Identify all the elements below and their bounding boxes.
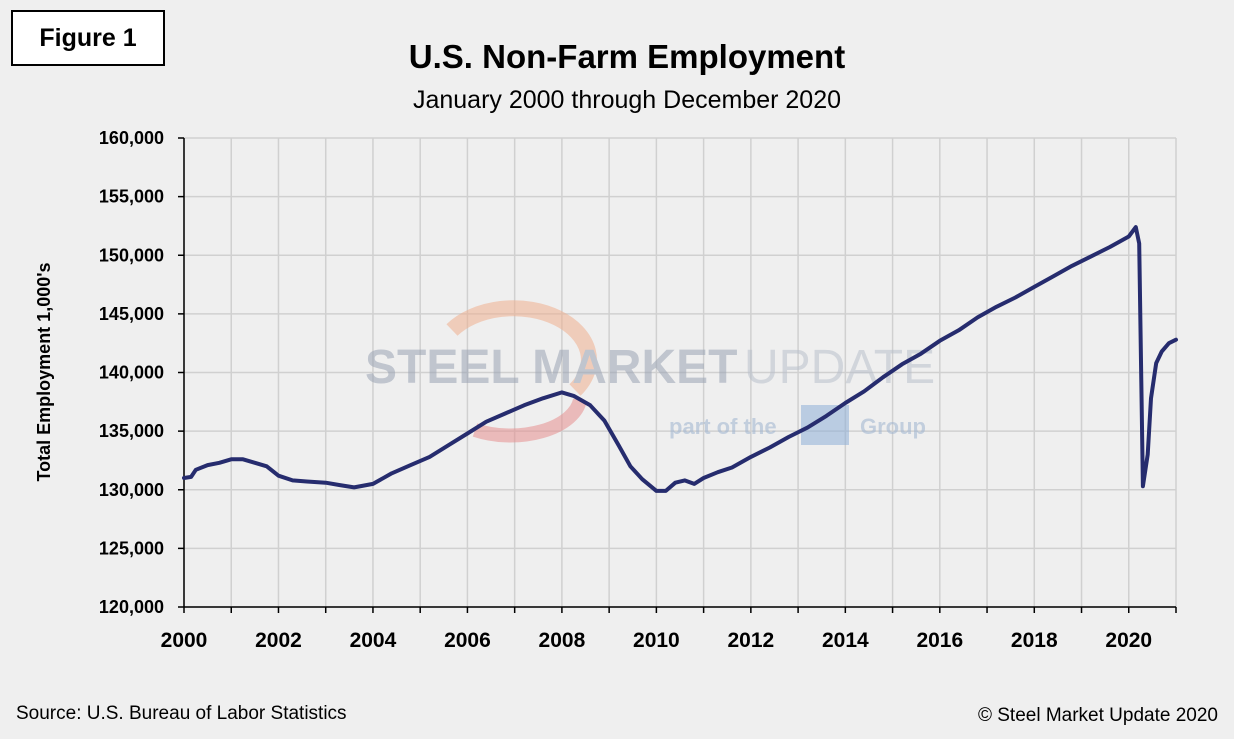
watermark-tagline-right: Group — [860, 414, 926, 439]
y-tick-label: 130,000 — [99, 480, 164, 500]
y-tick-label: 145,000 — [99, 304, 164, 324]
x-tick-label: 2000 — [161, 629, 208, 652]
x-tick-label: 2002 — [255, 629, 302, 652]
x-tick-label: 2010 — [633, 629, 680, 652]
watermark-brand-1: STEEL MARKET — [365, 341, 737, 394]
y-axis-label: Total Employment 1,000's — [34, 262, 54, 481]
y-tick-label: 135,000 — [99, 421, 164, 441]
watermark-arc-top — [446, 300, 597, 396]
x-tick-label: 2008 — [539, 629, 586, 652]
figure-label: Figure 1 — [11, 10, 165, 66]
chart-title: U.S. Non-Farm Employment — [408, 38, 846, 75]
tick-labels: 120,000 125,000 130,000 135,000 140,000 145,0… — [99, 128, 1152, 652]
copyright-note: © Steel Market Update 2020 — [977, 705, 1218, 726]
y-tick-label: 140,000 — [99, 363, 164, 383]
y-tick-label: 150,000 — [99, 245, 164, 265]
watermark-tagline-left: part of the — [669, 414, 777, 439]
y-tick-label: 155,000 — [99, 187, 164, 207]
x-tick-label: 2012 — [727, 629, 774, 652]
x-tick-label: 2004 — [350, 629, 397, 652]
x-tick-label: 2016 — [916, 629, 963, 652]
y-tick-label: 125,000 — [99, 538, 164, 558]
axes — [178, 137, 1177, 613]
chart-subtitle: January 2000 through December 2020 — [412, 86, 842, 114]
series-line — [182, 225, 1178, 493]
watermark: STEEL MARKET UPDATE part of the Group — [365, 300, 935, 445]
x-tick-label: 2018 — [1011, 629, 1058, 652]
x-tick-label: 2020 — [1105, 629, 1152, 652]
y-tick-label: 120,000 — [99, 597, 164, 617]
x-tick-label: 2006 — [444, 629, 491, 652]
y-tick-label: 160,000 — [99, 128, 164, 148]
source-note: Source: U.S. Bureau of Labor Statistics — [16, 703, 347, 724]
watermark-arc-bottom — [472, 398, 587, 443]
x-tick-label: 2014 — [822, 629, 869, 652]
watermark-brand-2: UPDATE — [744, 341, 935, 394]
